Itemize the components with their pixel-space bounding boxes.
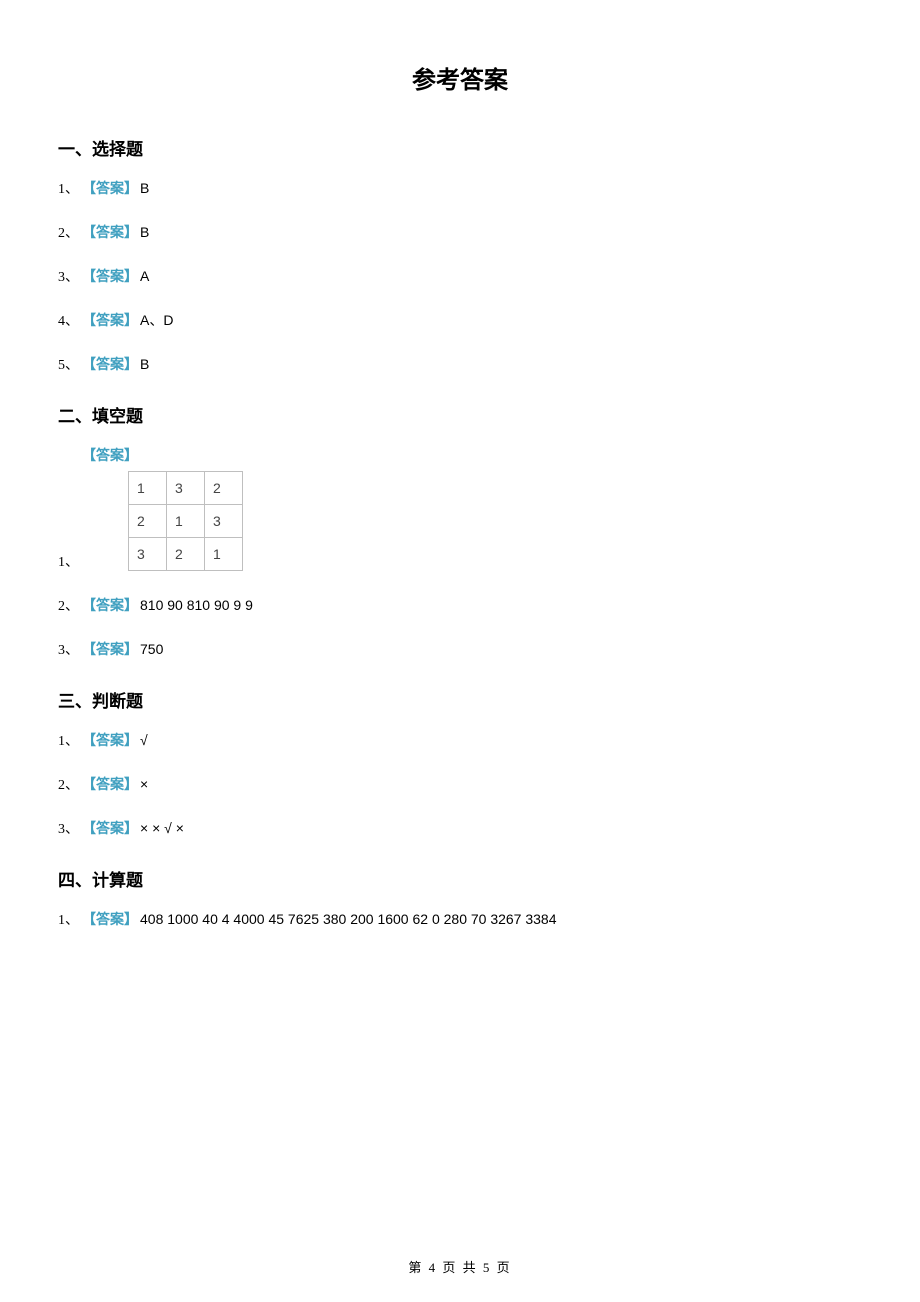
answer-item: 4、 【答案】 A、D — [58, 310, 862, 330]
table-cell: 1 — [129, 472, 167, 505]
answer-item: 3、 【答案】 A — [58, 266, 862, 286]
answer-label: 【答案】 — [82, 178, 138, 198]
answer-item: 1、 【答案】 B — [58, 178, 862, 198]
section-heading-fill: 二、填空题 — [58, 402, 862, 427]
section-heading-choice: 一、选择题 — [58, 135, 862, 160]
item-number: 1、 — [58, 730, 82, 750]
answer-label: 【答案】 — [82, 354, 138, 374]
answer-item: 1、 【答案】 √ — [58, 730, 862, 750]
answer-item: 1、 【答案】 1 3 2 2 1 3 3 2 1 — [58, 445, 862, 571]
answer-value: √ — [140, 732, 148, 748]
answer-value: B — [140, 180, 149, 196]
answer-item: 2、 【答案】 B — [58, 222, 862, 242]
answer-label: 【答案】 — [82, 595, 138, 615]
answer-label: 【答案】 — [82, 774, 138, 794]
answer-value: 810 90 810 90 9 9 — [140, 597, 253, 613]
answer-value: A — [140, 268, 149, 284]
answer-value: 408 1000 40 4 4000 45 7625 380 200 1600 … — [140, 911, 557, 927]
page-footer: 第 4 页 共 5 页 — [0, 1257, 920, 1276]
table-cell: 2 — [129, 505, 167, 538]
answer-label: 【答案】 — [82, 909, 138, 929]
table-row: 3 2 1 — [129, 538, 243, 571]
answer-value: × × √ × — [140, 820, 184, 836]
answer-label: 【答案】 — [82, 730, 138, 750]
answer-item: 2、 【答案】 × — [58, 774, 862, 794]
answer-label: 【答案】 — [82, 639, 138, 659]
answer-value: B — [140, 356, 149, 372]
table-row: 1 3 2 — [129, 472, 243, 505]
item-number: 3、 — [58, 266, 82, 286]
section-heading-judge: 三、判断题 — [58, 687, 862, 712]
item-number: 5、 — [58, 354, 82, 374]
answer-value: 750 — [140, 641, 163, 657]
answer-item: 3、 【答案】 × × √ × — [58, 818, 862, 838]
item-number: 2、 — [58, 595, 82, 615]
section-heading-calc: 四、计算题 — [58, 866, 862, 891]
item-number: 3、 — [58, 639, 82, 659]
item-number: 1、 — [58, 551, 82, 571]
item-number: 4、 — [58, 310, 82, 330]
table-cell: 2 — [167, 538, 205, 571]
answer-value: B — [140, 224, 149, 240]
answer-label: 【答案】 — [82, 266, 138, 286]
table-cell: 1 — [167, 505, 205, 538]
answer-item: 5、 【答案】 B — [58, 354, 862, 374]
answer-value: A、D — [140, 310, 173, 330]
answer-value: × — [140, 776, 148, 792]
answer-label: 【答案】 — [82, 818, 138, 838]
table-row: 2 1 3 — [129, 505, 243, 538]
item-number: 1、 — [58, 178, 82, 198]
answer-item: 1、 【答案】 408 1000 40 4 4000 45 7625 380 2… — [58, 909, 862, 929]
table-cell: 3 — [129, 538, 167, 571]
answer-item: 2、 【答案】 810 90 810 90 9 9 — [58, 595, 862, 615]
answer-label: 【答案】 — [82, 310, 138, 330]
table-cell: 2 — [205, 472, 243, 505]
answer-item: 3、 【答案】 750 — [58, 639, 862, 659]
page-title: 参考答案 — [58, 60, 862, 95]
table-cell: 3 — [205, 505, 243, 538]
item-number: 1、 — [58, 909, 82, 929]
answer-label: 【答案】 — [82, 445, 138, 465]
answer-table: 1 3 2 2 1 3 3 2 1 — [128, 471, 243, 571]
item-number: 2、 — [58, 774, 82, 794]
table-cell: 3 — [167, 472, 205, 505]
table-cell: 1 — [205, 538, 243, 571]
item-number: 2、 — [58, 222, 82, 242]
item-number: 3、 — [58, 818, 82, 838]
answer-label: 【答案】 — [82, 222, 138, 242]
